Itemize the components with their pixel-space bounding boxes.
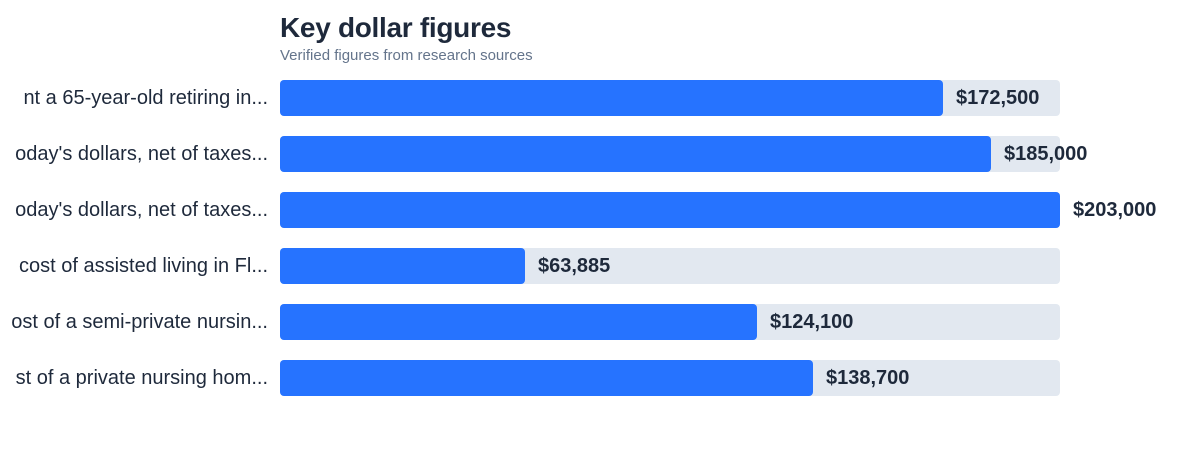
bar[interactable]: [280, 136, 991, 172]
category-label: ost of a semi-private nursin...: [11, 311, 268, 333]
value-label: $185,000: [1004, 143, 1088, 165]
category-label: oday's dollars, net of taxes...: [15, 143, 268, 165]
value-label: $172,500: [956, 87, 1040, 109]
value-label: $138,700: [826, 367, 910, 389]
bar[interactable]: [280, 360, 813, 396]
bar[interactable]: [280, 192, 1060, 228]
category-label: oday's dollars, net of taxes...: [15, 199, 268, 221]
bar[interactable]: [280, 304, 757, 340]
chart-subtitle: Verified figures from research sources: [280, 47, 533, 64]
value-label: $203,000: [1073, 199, 1157, 221]
category-label: nt a 65-year-old retiring in...: [23, 87, 268, 109]
value-label: $63,885: [538, 255, 611, 277]
bar[interactable]: [280, 248, 525, 284]
value-label: $124,100: [770, 311, 854, 333]
chart-title: Key dollar figures: [280, 12, 512, 43]
category-label: cost of assisted living in Fl...: [19, 255, 268, 277]
category-label: st of a private nursing hom...: [15, 367, 268, 389]
bar[interactable]: [280, 80, 943, 116]
